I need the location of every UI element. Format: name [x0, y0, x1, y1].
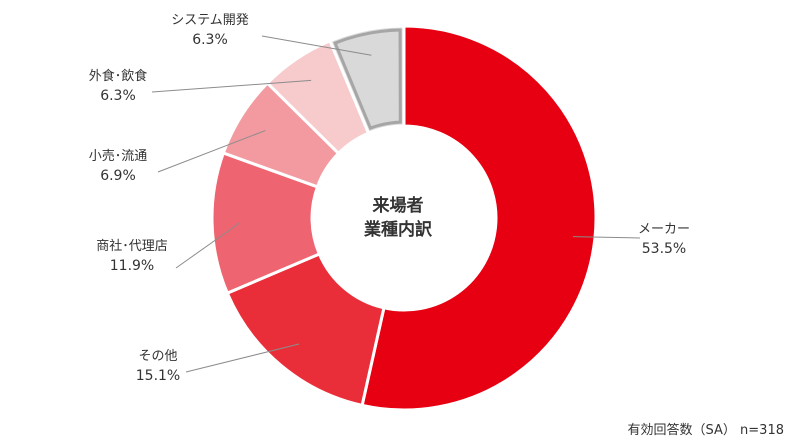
slice-label-1: その他 — [138, 349, 177, 364]
leader-line-2 — [175, 222, 241, 269]
center-label-line-1: 来場者 — [372, 195, 424, 216]
center-label: 来場者 業種内訳 — [364, 195, 433, 240]
leader-line-5 — [261, 35, 372, 56]
slice-outline-5 — [333, 28, 402, 130]
leader-lines — [151, 35, 641, 373]
slice-label-3: 小売･流通 — [89, 148, 148, 164]
slice-value-5: 6.3% — [192, 32, 228, 48]
slice-value-0: 53.5% — [642, 241, 686, 257]
leader-line-3 — [157, 130, 266, 173]
slice-5 — [328, 24, 406, 136]
leader-line-0 — [572, 236, 641, 239]
response-count-note: 有効回答数（SA） n=318 — [627, 423, 784, 438]
slice-label-4: 外食･飲食 — [89, 68, 148, 84]
slice-value-3: 6.9% — [100, 168, 136, 184]
center-label-line-2: 業種内訳 — [364, 219, 433, 240]
slice-value-2: 11.9% — [110, 258, 154, 274]
slice-label-5: システム開発 — [171, 13, 249, 28]
slice-label-2: 商社･代理店 — [96, 238, 168, 254]
slice-labels: メーカー 53.5% その他 15.1% 商社･代理店 11.9% 小売･流通 6.9% 外食･… — [89, 13, 690, 384]
slice-label-0: メーカー — [638, 222, 690, 237]
slice-0 — [360, 24, 598, 412]
slice-value-1: 15.1% — [136, 368, 180, 384]
slice-value-4: 6.3% — [100, 88, 136, 104]
slices-group — [210, 24, 598, 412]
leader-line-4 — [151, 79, 312, 93]
leader-line-1 — [185, 343, 300, 373]
slice-1 — [225, 252, 386, 408]
